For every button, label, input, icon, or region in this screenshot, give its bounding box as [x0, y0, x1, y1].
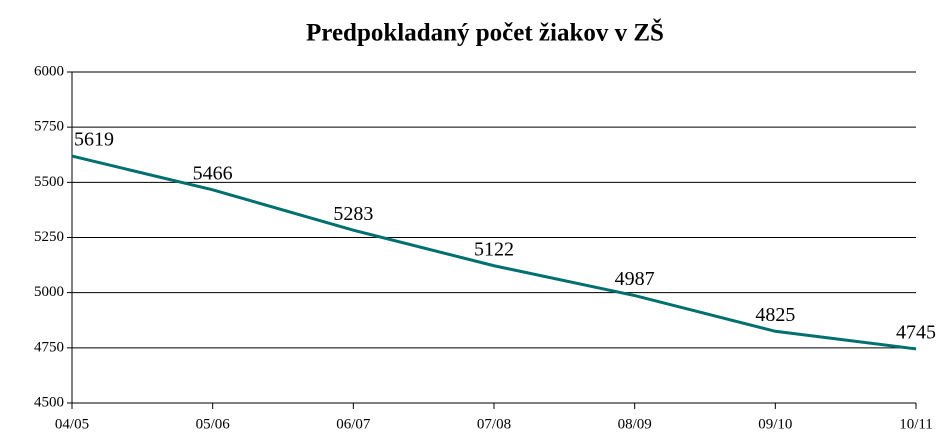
x-tick-label: 09/10 [758, 416, 792, 432]
data-label: 4987 [615, 268, 655, 290]
y-tick-label: 5500 [34, 174, 64, 190]
data-label: 5122 [474, 238, 514, 260]
x-tick-label: 04/05 [55, 416, 89, 432]
data-label: 4825 [755, 304, 795, 326]
y-tick-label: 5250 [34, 229, 64, 245]
data-label: 5283 [333, 203, 373, 225]
data-label: 5466 [193, 162, 233, 184]
data-label: 4745 [896, 322, 936, 344]
x-tick-label: 07/08 [477, 416, 511, 432]
data-label: 5619 [74, 129, 114, 151]
y-tick-label: 4750 [34, 339, 64, 355]
y-tick-label: 5000 [34, 284, 64, 300]
chart-title: Predpokladaný počet žiakov v ZŠ [306, 19, 664, 47]
y-tick-label: 4500 [34, 394, 64, 410]
x-tick-label: 10/11 [899, 416, 933, 432]
x-tick-label: 05/06 [196, 416, 231, 432]
y-tick-label: 5750 [34, 119, 64, 135]
y-tick-label: 6000 [34, 63, 64, 79]
data-line [71, 154, 917, 351]
x-tick-label: 08/09 [618, 416, 652, 432]
x-tick-label: 06/07 [336, 416, 371, 432]
